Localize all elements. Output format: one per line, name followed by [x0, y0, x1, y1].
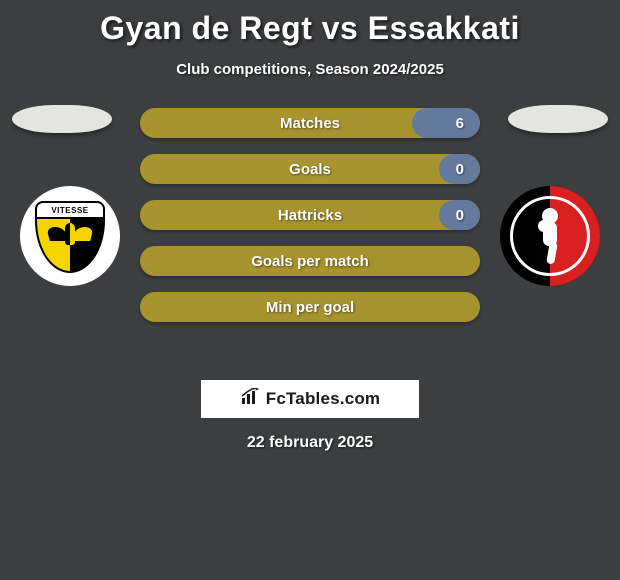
watermark-text: FcTables.com: [266, 389, 381, 409]
page-subtitle: Club competitions, Season 2024/2025: [0, 61, 620, 78]
stat-right-value: 0: [456, 207, 464, 224]
club-crest-right: [500, 186, 600, 286]
player-tab-right: [508, 105, 608, 133]
stat-label: Goals: [289, 161, 331, 178]
right-crest-icon: [500, 186, 600, 286]
footer-date: 22 february 2025: [0, 434, 620, 452]
player-tab-left: [12, 105, 112, 133]
stat-label: Hattricks: [278, 207, 342, 224]
chart-icon: [240, 388, 262, 411]
watermark: FcTables.com: [201, 380, 419, 418]
stat-right-value: 0: [456, 161, 464, 178]
stat-right-segment: [412, 108, 480, 138]
page-title: Gyan de Regt vs Essakkati: [0, 0, 620, 47]
stat-bar: Min per goal: [140, 292, 480, 322]
stat-bar: Goals per match: [140, 246, 480, 276]
stat-right-value: 6: [456, 115, 464, 132]
stat-bar: Goals 0: [140, 154, 480, 184]
club-crest-left: VITESSE: [20, 186, 120, 286]
crest-band-text: VITESSE: [35, 201, 105, 219]
stat-bar: Matches 6: [140, 108, 480, 138]
stat-bar: Hattricks 0: [140, 200, 480, 230]
stat-label: Min per goal: [266, 299, 354, 316]
comparison-stage: VITESSE Matches 6 Goals 0 Hattricks 0 Goals pe…: [0, 108, 620, 368]
stat-label: Matches: [280, 115, 340, 132]
vitesse-crest-icon: VITESSE: [20, 186, 120, 286]
comparison-bars: Matches 6 Goals 0 Hattricks 0 Goals per match M…: [140, 108, 480, 338]
stat-label: Goals per match: [251, 253, 369, 270]
